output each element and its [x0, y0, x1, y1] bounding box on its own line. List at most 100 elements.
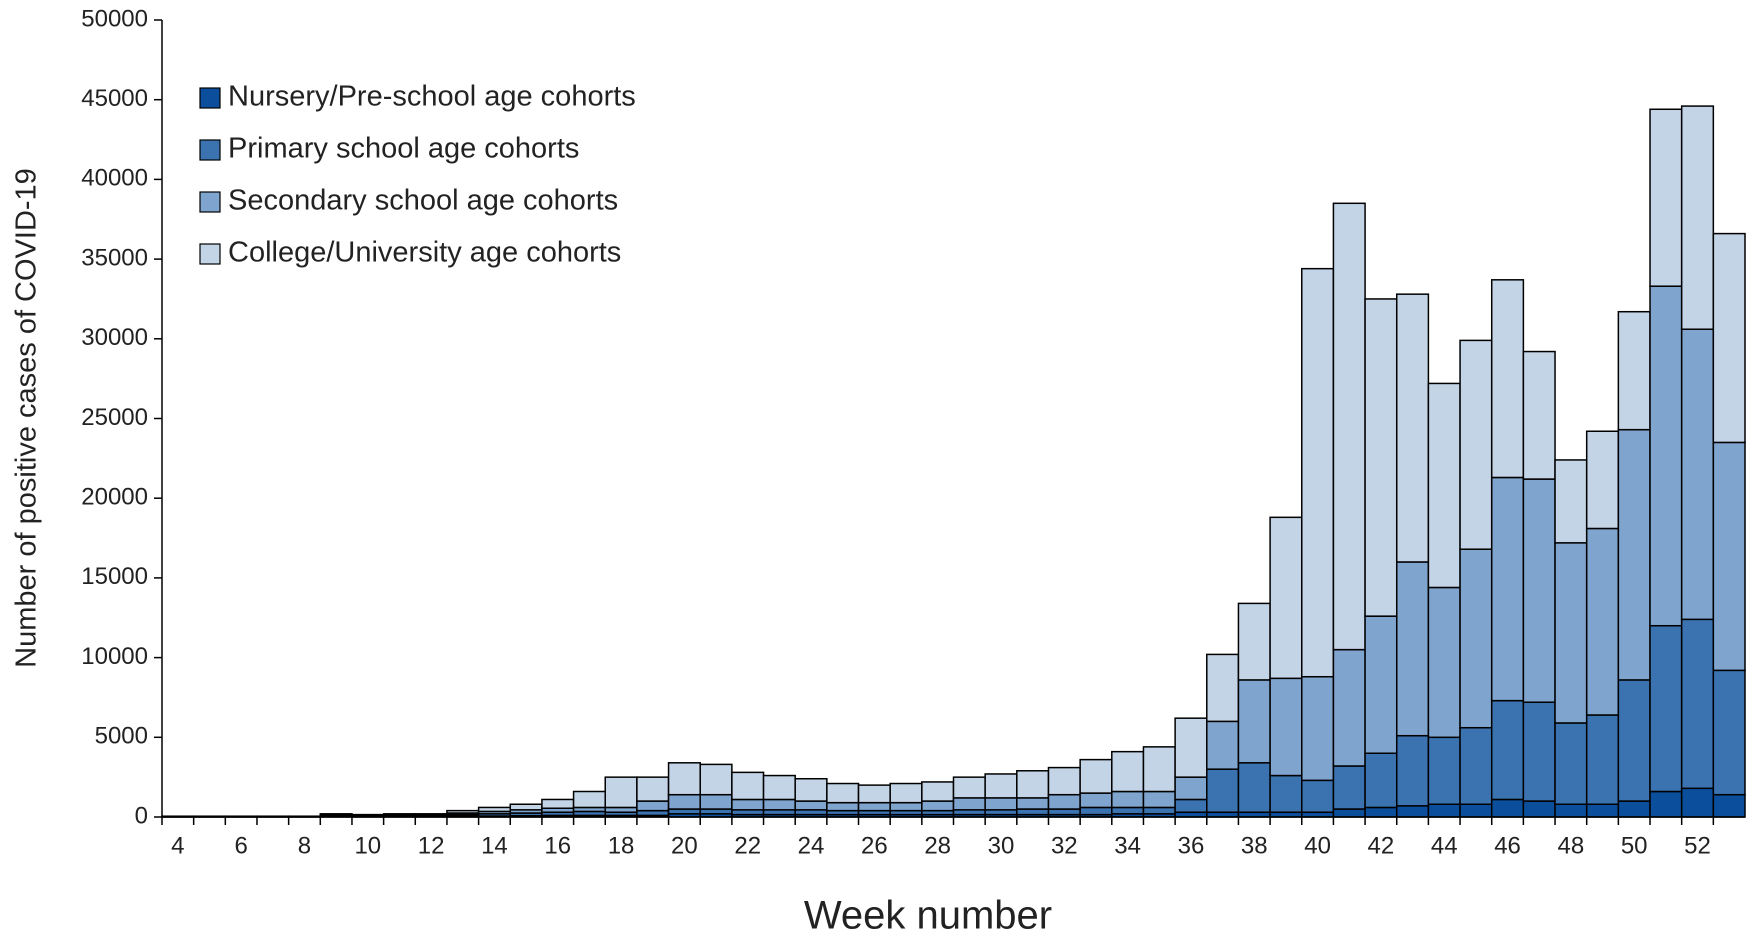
x-tick-label: 50: [1621, 832, 1648, 859]
bar-segment: [1459, 726, 1493, 805]
bar-segment: [1617, 679, 1651, 802]
bar-segment: [921, 800, 955, 812]
bar-segment: [1554, 803, 1588, 818]
bar-segment: [1364, 806, 1398, 818]
bar-segment: [1079, 792, 1113, 809]
bar-segment: [794, 777, 828, 802]
bar-segment: [1712, 793, 1746, 818]
bar-segment: [509, 803, 543, 811]
bar-segment: [414, 813, 448, 816]
x-tick-label: 30: [988, 832, 1015, 859]
bar-segment: [1680, 105, 1715, 330]
bar-segment: [889, 801, 923, 812]
x-tick-label: 42: [1368, 832, 1395, 859]
x-tick-label: 40: [1304, 832, 1331, 859]
bar-segment: [1554, 542, 1588, 724]
bar-segment: [1522, 478, 1556, 703]
bar-segment: [1395, 805, 1430, 818]
bar-segment: [952, 776, 986, 799]
x-tick-label: 44: [1431, 832, 1458, 859]
y-tick-label: 15000: [81, 563, 148, 590]
bar-segment: [1459, 548, 1493, 729]
y-tick-label: 50000: [81, 5, 148, 32]
bar-segment: [1206, 653, 1240, 723]
bar-segment: [1649, 790, 1683, 818]
bar-segment: [1301, 675, 1335, 782]
bar-segment: [1490, 798, 1525, 818]
y-tick-label: 0: [135, 802, 148, 829]
x-tick-label: 6: [234, 832, 247, 859]
bar-segment: [1680, 787, 1715, 818]
bar-segment: [1617, 310, 1651, 431]
bar-segment: [1174, 776, 1208, 801]
bar-segment: [1554, 722, 1588, 805]
legend-label: College/University age cohorts: [228, 237, 621, 269]
legend-label: Nursery/Pre-school age cohorts: [228, 81, 636, 113]
x-tick-label: 14: [481, 832, 508, 859]
bar-segment: [1490, 279, 1525, 479]
bar-segment: [1427, 586, 1461, 739]
bar-segment: [1712, 232, 1746, 444]
bar-segment: [1364, 298, 1398, 617]
y-axis-title: Number of positive cases of COVID-19: [11, 168, 43, 668]
bar-segment: [1649, 624, 1683, 793]
y-tick-label: 25000: [81, 404, 148, 431]
bar-segment: [1585, 803, 1620, 818]
bar-segment: [1237, 679, 1271, 764]
x-tick-label: 16: [544, 832, 571, 859]
bar-segment: [1522, 800, 1556, 818]
x-tick-label: 12: [418, 832, 445, 859]
bar-segment: [1206, 720, 1240, 770]
legend-swatch: [199, 139, 221, 161]
bar-segment: [1617, 800, 1651, 818]
bar-segment: [1016, 808, 1050, 816]
bar-segment: [1427, 736, 1461, 805]
bar-segment: [1649, 285, 1683, 627]
bar-segment: [1142, 806, 1176, 815]
bar-segment: [1142, 746, 1176, 793]
x-tick-label: 46: [1494, 832, 1521, 859]
x-tick-label: 38: [1241, 832, 1268, 859]
y-tick-label: 10000: [81, 643, 148, 670]
bar-segment: [1111, 790, 1145, 809]
x-tick-label: 34: [1114, 832, 1141, 859]
bar-segment: [1016, 770, 1050, 799]
y-tick-label: 30000: [81, 324, 148, 351]
bar-segment: [826, 782, 860, 804]
x-axis-title: Week number: [804, 894, 1052, 938]
bar-segment: [731, 771, 765, 801]
bar-segment: [1269, 677, 1303, 777]
bar-segment: [952, 797, 986, 811]
bar-segment: [1427, 803, 1461, 818]
bar-segment: [1111, 806, 1145, 815]
bar-segment: [1301, 267, 1335, 678]
x-tick-label: 28: [924, 832, 951, 859]
bar-segment: [1206, 768, 1240, 813]
bar-segment: [1522, 350, 1556, 480]
legend-swatch: [199, 191, 221, 213]
bar-segment: [794, 800, 828, 811]
bar-segment: [1332, 808, 1366, 818]
bar-segment: [1395, 734, 1430, 807]
bar-segment: [731, 798, 765, 811]
bar-segment: [826, 801, 860, 812]
bar-segment: [1554, 459, 1588, 544]
bar-segment: [1490, 476, 1525, 702]
bar-segment: [1111, 750, 1145, 793]
bar-segment: [699, 763, 733, 796]
bar-segment: [1585, 527, 1620, 716]
bar-segment: [1459, 803, 1493, 818]
y-tick-label: 45000: [81, 85, 148, 112]
bar-segment: [667, 793, 701, 810]
bar-segment: [1427, 382, 1461, 589]
bar-segment: [477, 806, 512, 813]
bar-segment: [1649, 108, 1683, 287]
bar-segment: [636, 776, 670, 802]
bar-segment: [1712, 669, 1746, 796]
bar-segment: [1617, 428, 1651, 681]
bar-segment: [857, 784, 891, 804]
bar-segment: [1364, 615, 1398, 754]
bar-segment: [1459, 339, 1493, 550]
bar-segment: [1364, 752, 1398, 809]
